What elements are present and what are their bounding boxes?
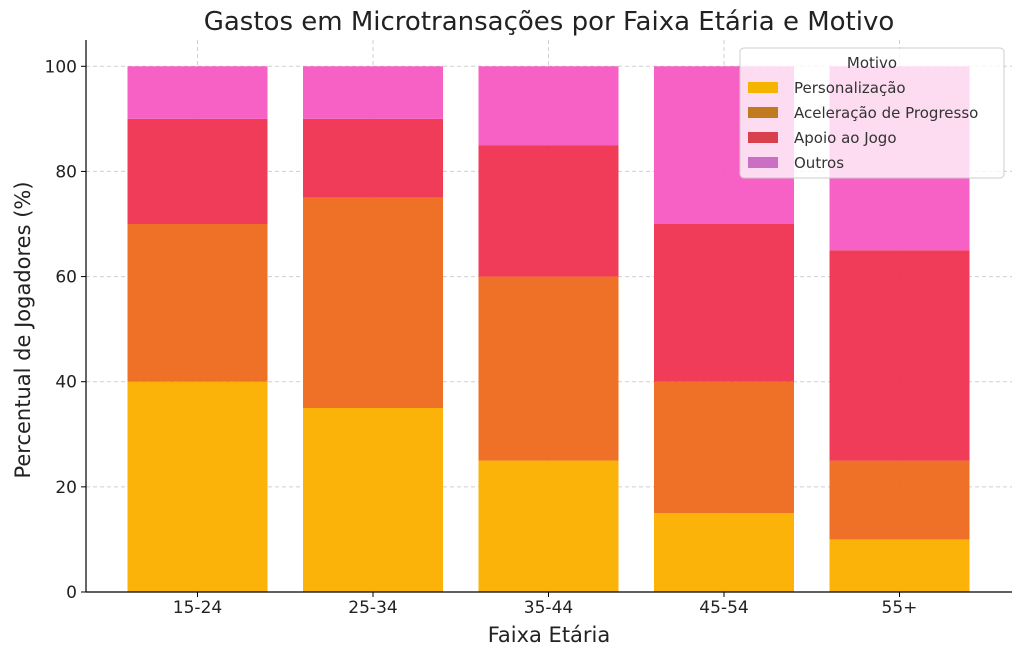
legend-swatch [748, 132, 778, 143]
legend-swatch [748, 82, 778, 93]
y-tick-label: 0 [66, 583, 77, 603]
bar-segment [478, 276, 619, 461]
legend-label: Apoio ao Jogo [794, 129, 897, 147]
x-tick-label: 35-44 [524, 598, 573, 618]
bar-segment [829, 539, 970, 592]
axes: 0 20 40 60 80 100 15-24 25-34 35-44 45-54 55+ [45, 40, 1012, 618]
y-axis-label: Percentual de Jogadores (%) [11, 181, 35, 478]
x-axis-label: Faixa Etária [488, 623, 611, 647]
bar-segment [829, 250, 970, 461]
x-tick-label: 45-54 [699, 598, 748, 618]
bar-segment [303, 66, 443, 119]
bar-segment [127, 224, 268, 382]
chart-title: Gastos em Microtransações por Faixa Etár… [204, 7, 895, 37]
legend-box [739, 47, 1005, 179]
legend-label: Aceleração de Progresso [794, 104, 978, 122]
legend-swatch [748, 157, 778, 168]
bar-segment [303, 118, 443, 198]
bar-segment [654, 224, 794, 382]
bars [127, 66, 970, 592]
bar-segment [478, 460, 619, 592]
y-tick-label: 100 [45, 57, 77, 77]
bar-segment [127, 381, 268, 592]
bar-segment [127, 66, 268, 119]
y-tick-label: 20 [55, 478, 77, 498]
bar-segment [303, 408, 443, 592]
legend: Motivo Personalização Aceleração de Progr… [739, 47, 1005, 179]
bar-segment [829, 460, 970, 540]
legend-label: Outros [794, 154, 844, 172]
y-tick-label: 60 [55, 268, 77, 288]
x-tick-label: 25-34 [348, 598, 397, 618]
y-tick-label: 40 [55, 373, 77, 393]
bar-segment [478, 66, 619, 146]
legend-title: Motivo [847, 54, 897, 72]
y-tick-label: 80 [55, 162, 77, 182]
bar-segment [303, 197, 443, 408]
bar-segment [478, 145, 619, 277]
bar-segment [654, 381, 794, 514]
x-tick-label: 55+ [882, 598, 918, 618]
legend-label: Personalização [794, 79, 906, 97]
bar-segment [127, 118, 268, 224]
x-tick-label: 15-24 [173, 598, 222, 618]
bar-segment [654, 513, 794, 592]
legend-swatch [748, 107, 778, 118]
